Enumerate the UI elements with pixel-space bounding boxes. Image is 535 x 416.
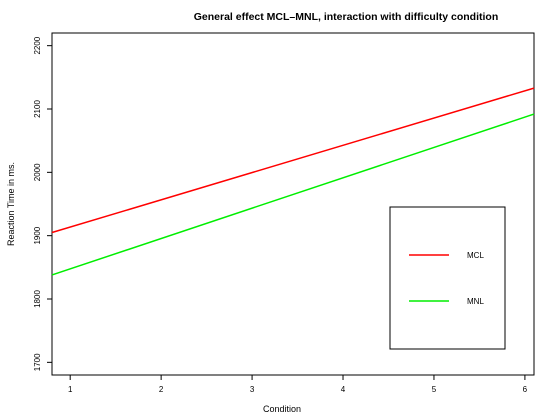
x-tick-label-5: 5 xyxy=(432,385,437,394)
chart-title: General effect MCL–MNL, interaction with… xyxy=(194,11,499,23)
x-tick-label-6: 6 xyxy=(523,385,528,394)
legend-box xyxy=(389,206,506,350)
legend-label-mcl: MCL xyxy=(467,251,484,260)
legend: MCL MNL xyxy=(389,206,506,350)
x-tick-label-3: 3 xyxy=(250,385,255,394)
x-axis: 1 2 3 4 5 6 xyxy=(68,375,528,394)
y-axis-label: Reaction Time in ms. xyxy=(6,162,16,246)
y-tick-label-2200: 2200 xyxy=(33,36,42,54)
legend-label-mnl: MNL xyxy=(467,297,484,306)
y-axis: 1700 1800 1900 2000 2100 2200 xyxy=(33,36,52,371)
x-tick-label-2: 2 xyxy=(159,385,164,394)
series-layer xyxy=(51,87,535,276)
y-tick-label-1900: 1900 xyxy=(33,226,42,244)
y-tick-label-2100: 2100 xyxy=(33,100,42,118)
plot-frame xyxy=(51,32,535,376)
x-axis-label: Condition xyxy=(263,404,301,414)
y-tick-label-1700: 1700 xyxy=(33,353,42,371)
series-line-mcl xyxy=(51,87,535,234)
x-tick-label-4: 4 xyxy=(341,385,346,394)
series-line-mnl xyxy=(51,113,535,276)
y-tick-label-1800: 1800 xyxy=(33,290,42,308)
x-tick-label-1: 1 xyxy=(68,385,73,394)
y-tick-label-2000: 2000 xyxy=(33,163,42,181)
